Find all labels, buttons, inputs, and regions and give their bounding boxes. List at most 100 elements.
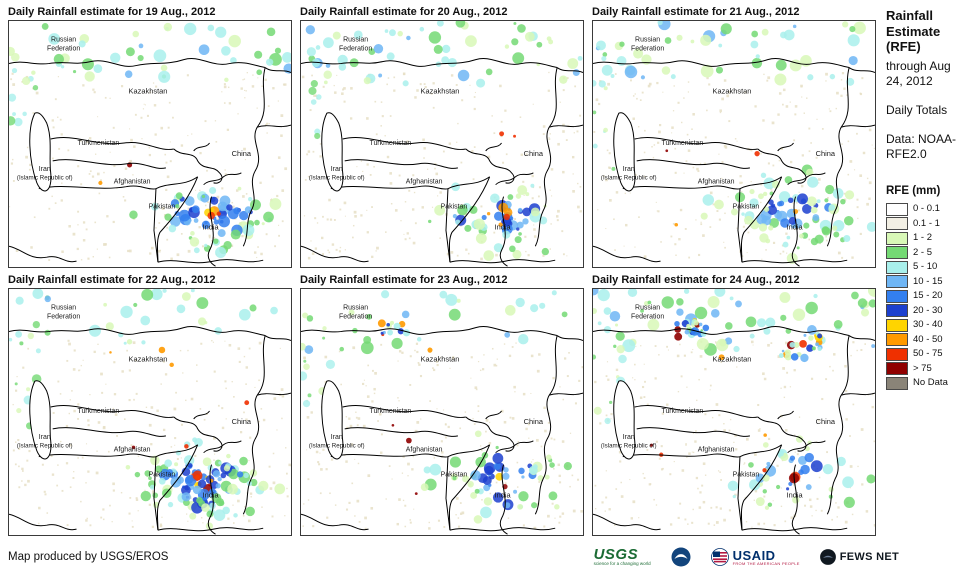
legend: RFE (mm) 0 - 0.1 0.1 - 1 1 - 2 2 - 5 5 - 10 1… — [886, 184, 961, 391]
rainfall-map: Russian Federation Kazakhstan Turkmenistan I… — [592, 20, 876, 268]
caspian-sea — [321, 112, 344, 192]
caspian-sea — [29, 380, 52, 460]
country-label: India — [203, 222, 220, 231]
legend-swatch — [886, 202, 908, 216]
legend-label: 2 - 5 — [913, 246, 933, 258]
legend-swatch — [886, 275, 908, 289]
country-label: Iran (Islamic Republic of) — [601, 166, 657, 182]
legend-row: 0.1 - 1 — [886, 217, 961, 232]
country-borders — [593, 326, 875, 535]
map-panel: Daily Rainfall estimate for 20 Aug., 201… — [300, 5, 584, 268]
legend-row: 40 - 50 — [886, 333, 961, 348]
map-panel-title: Daily Rainfall estimate for 24 Aug., 201… — [592, 274, 800, 286]
content-area: Daily Rainfall estimate for 19 Aug., 201… — [8, 5, 961, 536]
usgs-logo: USGS science for a changing world — [594, 547, 651, 567]
legend-label: 30 - 40 — [913, 319, 943, 331]
country-label: Russian Federation — [631, 37, 664, 53]
legend-row: 5 - 10 — [886, 260, 961, 275]
rainfall-blobs — [9, 289, 291, 530]
usgs-tagline: science for a changing world — [593, 561, 651, 567]
usaid-tagline: FROM THE AMERICAN PEOPLE — [732, 560, 800, 566]
legend-label: 50 - 75 — [913, 348, 943, 360]
country-label: India — [203, 490, 220, 499]
map-panel-title: Daily Rainfall estimate for 19 Aug., 201… — [8, 6, 216, 18]
caspian-sea — [321, 380, 344, 460]
usaid-flag-icon — [710, 548, 729, 566]
legend-title: RFE (mm) — [886, 184, 941, 197]
caspian-sea — [29, 112, 52, 192]
map-panel: Daily Rainfall estimate for 21 Aug., 201… — [592, 5, 876, 268]
legend-row: 15 - 20 — [886, 289, 961, 304]
noaa-seal-icon — [671, 547, 691, 567]
legend-row: No Data — [886, 376, 961, 391]
legend-swatch — [886, 347, 908, 361]
country-label: Iran (Islamic Republic of) — [601, 434, 657, 450]
legend-swatch — [886, 333, 908, 347]
country-label: China — [816, 417, 836, 426]
rainfall-blobs — [301, 290, 583, 530]
rainfall-map: Russian Federation Kazakhstan Turkmenistan I… — [300, 20, 584, 268]
country-labels: Russian Federation Kazakhstan Turkmenistan I… — [309, 37, 544, 232]
country-label: Russian Federation — [47, 37, 80, 53]
country-labels: Russian Federation Kazakhstan Turkmenistan I… — [17, 305, 252, 500]
map-panel-title: Daily Rainfall estimate for 21 Aug., 201… — [592, 6, 800, 18]
legend-swatch — [886, 217, 908, 231]
usgs-wordmark: USGS — [593, 546, 639, 564]
legend-swatch — [886, 289, 908, 303]
country-labels: Russian Federation Kazakhstan Turkmenistan I… — [601, 37, 836, 232]
country-label: China — [524, 417, 544, 426]
map-panel: Daily Rainfall estimate for 23 Aug., 201… — [300, 273, 584, 536]
country-label: Kazakhstan — [421, 86, 460, 95]
country-label: Afghanistan — [114, 447, 151, 454]
country-label: Iran (Islamic Republic of) — [309, 434, 365, 450]
sidebar-title: Rainfall Estimate (RFE) — [886, 8, 941, 55]
fewsnet-logo: FEWS NET — [819, 549, 899, 565]
country-label: Turkmenistan — [77, 140, 119, 147]
country-label: Pakistan — [149, 472, 176, 479]
country-borders — [9, 326, 291, 535]
country-label: India — [495, 490, 512, 499]
country-label: Afghanistan — [114, 179, 151, 186]
legend-row: 30 - 40 — [886, 318, 961, 333]
country-label: Pakistan — [733, 204, 760, 211]
legend-swatch — [886, 376, 908, 390]
legend-label: 5 - 10 — [913, 261, 938, 273]
legend-row: 10 - 15 — [886, 275, 961, 290]
legend-swatch — [886, 362, 908, 376]
legend-label: 1 - 2 — [913, 232, 933, 244]
rainfall-map: Russian Federation Kazakhstan Turkmenistan I… — [8, 20, 292, 268]
legend-swatch — [886, 231, 908, 245]
country-label: Kazakhstan — [713, 86, 752, 95]
legend-label: 0 - 0.1 — [913, 203, 940, 215]
map-panel: Daily Rainfall estimate for 22 Aug., 201… — [8, 273, 292, 536]
country-label: Kazakhstan — [421, 354, 460, 363]
rainfall-map: Russian Federation Kazakhstan Turkmenistan I… — [592, 288, 876, 536]
legend-swatch — [886, 304, 908, 318]
legend-label: > 75 — [913, 362, 932, 374]
country-label: Pakistan — [441, 204, 468, 211]
country-label: Kazakhstan — [713, 354, 752, 363]
country-label: Iran (Islamic Republic of) — [17, 166, 73, 182]
country-label: Russian Federation — [339, 305, 372, 321]
country-label: Pakistan — [149, 204, 176, 211]
country-label: Afghanistan — [406, 179, 443, 186]
legend-row: 2 - 5 — [886, 246, 961, 261]
country-label: India — [787, 222, 804, 231]
sidebar-data-source: Data: NOAA-RFE2.0 — [886, 131, 957, 161]
usaid-wordmark: USAID — [732, 547, 776, 563]
country-borders — [301, 326, 583, 535]
usaid-logo: USAID FROM THE AMERICAN PEOPLE — [710, 547, 800, 566]
caspian-sea — [613, 112, 636, 192]
legend-swatch — [886, 318, 908, 332]
country-label: China — [816, 149, 836, 158]
legend-row: 0 - 0.1 — [886, 202, 961, 217]
legend-swatch — [886, 260, 908, 274]
legend-swatch — [886, 246, 908, 260]
country-label: Turkmenistan — [661, 140, 703, 147]
rainfall-blobs — [9, 22, 291, 261]
map-panel-title: Daily Rainfall estimate for 20 Aug., 201… — [300, 6, 508, 18]
legend-row: > 75 — [886, 362, 961, 377]
country-label: Pakistan — [733, 472, 760, 479]
legend-items: 0 - 0.1 0.1 - 1 1 - 2 2 - 5 5 - 10 10 - 15 15 … — [886, 202, 961, 391]
rainfall-map: Russian Federation Kazakhstan Turkmenistan I… — [300, 288, 584, 536]
